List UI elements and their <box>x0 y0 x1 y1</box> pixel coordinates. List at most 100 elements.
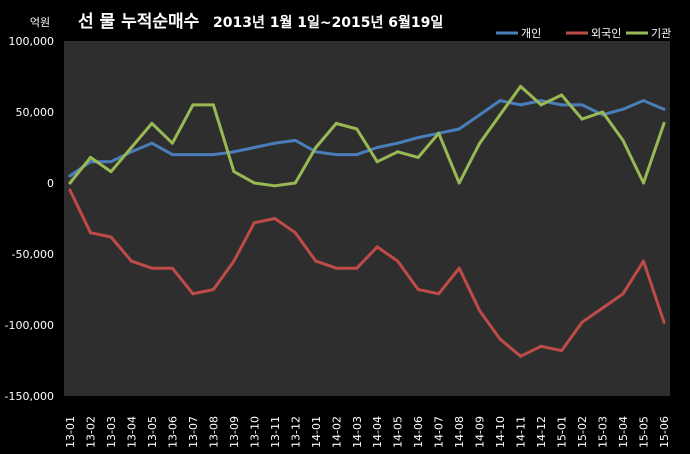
x-tick-label: 14-09 <box>474 416 487 448</box>
data-point <box>150 266 154 270</box>
data-point <box>580 117 584 121</box>
x-tick-label: 14-02 <box>330 416 343 448</box>
x-tick-label: 13-04 <box>125 416 138 448</box>
data-point <box>662 121 666 125</box>
data-point <box>129 259 133 263</box>
data-point <box>355 127 359 131</box>
data-point <box>621 138 625 142</box>
data-point <box>170 141 174 145</box>
legend: 개인 외국인 기관 <box>496 27 671 40</box>
data-point <box>109 160 113 164</box>
legend-label: 기관 <box>651 27 671 40</box>
y-axis-label: 억원 <box>30 16 50 29</box>
data-point <box>355 266 359 270</box>
x-tick-label: 14-06 <box>412 416 425 448</box>
x-tick-label: 14-11 <box>515 416 528 448</box>
x-tick-label: 13-09 <box>228 416 241 448</box>
series-line <box>68 84 666 188</box>
x-tick-label: 15-06 <box>658 416 671 448</box>
data-point <box>375 160 379 164</box>
x-tick-label: 15-01 <box>556 416 569 448</box>
data-point <box>89 160 92 164</box>
data-point <box>642 181 645 185</box>
x-tick-label: 14-05 <box>392 416 405 448</box>
y-tick-label: -50,000 <box>12 248 54 261</box>
x-tick-label: 13-12 <box>289 416 302 448</box>
data-point <box>293 231 297 235</box>
legend-label: 외국인 <box>591 27 621 40</box>
data-point <box>109 235 113 239</box>
data-point <box>457 181 461 185</box>
data-point <box>478 141 482 145</box>
data-point <box>375 245 379 249</box>
data-point <box>170 153 174 157</box>
x-tick-label: 13-05 <box>146 416 159 448</box>
data-point <box>539 99 543 103</box>
legend-label: 개인 <box>521 27 541 40</box>
data-point <box>498 113 502 117</box>
x-tick-label: 15-05 <box>638 416 651 448</box>
data-point <box>437 131 441 135</box>
data-point <box>662 320 666 324</box>
y-tick-label: 50,000 <box>16 106 55 119</box>
data-point <box>560 103 564 107</box>
y-tick-label: 0 <box>47 177 54 190</box>
data-point <box>642 99 645 103</box>
data-point <box>621 292 625 296</box>
data-point <box>252 181 256 185</box>
x-tick-label: 15-03 <box>597 416 610 448</box>
x-tick-label: 15-02 <box>576 416 589 448</box>
data-point <box>416 136 420 140</box>
data-point <box>89 155 92 159</box>
data-point <box>232 150 236 154</box>
data-point <box>68 181 72 185</box>
data-point <box>68 188 72 192</box>
data-point <box>334 121 338 125</box>
data-point <box>642 259 645 263</box>
y-tick-label: 100,000 <box>9 35 55 48</box>
data-point <box>129 146 133 149</box>
x-tick-label: 13-03 <box>105 416 118 448</box>
series-line <box>68 188 666 358</box>
data-point <box>314 259 318 263</box>
y-tick-label: -100,000 <box>5 319 54 332</box>
data-point <box>191 292 195 296</box>
data-point <box>498 337 502 341</box>
data-point <box>191 103 195 107</box>
data-point <box>68 174 72 178</box>
data-point <box>191 153 195 157</box>
data-point <box>580 320 584 324</box>
data-point <box>478 113 482 117</box>
data-point <box>273 217 277 220</box>
data-point <box>457 266 461 270</box>
chart-subtitle: 2013년 1월 1일~2015년 6월19일 <box>213 14 443 31</box>
data-point <box>519 103 523 107</box>
data-point <box>539 344 543 348</box>
x-tick-label: 13-10 <box>248 416 261 448</box>
data-point <box>396 150 400 154</box>
data-point <box>252 221 256 225</box>
data-point <box>355 153 359 157</box>
data-point <box>416 155 420 159</box>
data-point <box>109 170 113 174</box>
data-point <box>232 259 236 263</box>
data-point <box>129 150 133 154</box>
x-tick-label: 13-07 <box>187 416 200 448</box>
data-point <box>89 231 92 235</box>
data-point <box>560 349 564 353</box>
data-point <box>211 153 215 157</box>
data-point <box>334 153 338 157</box>
data-point <box>437 292 441 296</box>
data-point <box>601 110 605 114</box>
data-point <box>150 141 154 145</box>
y-axis: 100,000 50,000 0 -50,000 -100,000 -150,000 <box>5 35 54 403</box>
data-point <box>478 309 482 313</box>
plot-area <box>64 41 670 396</box>
data-point <box>560 93 564 97</box>
data-point <box>621 107 625 111</box>
data-point <box>293 138 297 142</box>
data-point <box>396 259 400 263</box>
data-point <box>396 141 400 145</box>
